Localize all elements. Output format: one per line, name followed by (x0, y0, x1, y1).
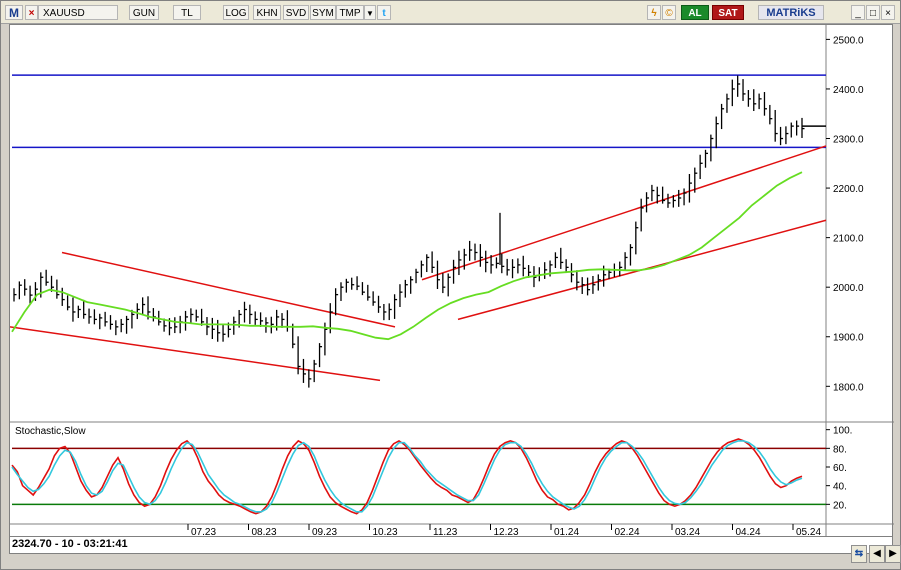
x-tick-label: 01.24 (554, 527, 579, 538)
stoch-d-line (11, 440, 803, 513)
svd-button[interactable]: SVD (283, 5, 309, 20)
x-tick-label: 04.24 (736, 527, 761, 538)
brand-logo: MATRiKS (758, 5, 824, 20)
y-tick-label: 1800.0 (833, 382, 864, 393)
coin-icon[interactable]: © (662, 5, 676, 20)
app-logo-icon[interactable]: M (5, 5, 23, 20)
moving-average-line (11, 171, 803, 341)
x-tick-label: 03.24 (675, 527, 700, 538)
stoch-k-line (11, 438, 803, 515)
template-button[interactable]: TMP (336, 5, 364, 20)
indicator-label: Stochastic,Slow (15, 426, 86, 437)
x-tick-label: 08.23 (252, 527, 277, 538)
stoch-tick-label: 40. (833, 482, 847, 493)
stoch-tick-label: 100. (833, 426, 852, 437)
cursor-readout: 2324.70 - 10 - 03:21:41 (12, 538, 128, 550)
toolbar: M × XAUUSD GUN TL LOG KHN SVD SYM TMP ▼ … (1, 1, 900, 24)
trend-channel-line (10, 326, 381, 382)
maximize-button[interactable]: □ (866, 5, 880, 20)
x-tick-label: 10.23 (373, 527, 398, 538)
y-tick-label: 1900.0 (833, 333, 864, 344)
scroll-left-icon[interactable]: ◀ (869, 545, 885, 563)
log-scale-button[interactable]: LOG (223, 5, 249, 20)
lightning-icon[interactable]: ϟ (647, 5, 661, 20)
x-tick-label: 05.24 (796, 527, 821, 538)
trend-channel-line (61, 251, 396, 328)
template-dropdown-icon[interactable]: ▼ (364, 5, 376, 20)
clear-symbol-button[interactable]: × (25, 5, 38, 20)
trend-channel-line (421, 145, 827, 281)
stoch-tick-label: 80. (833, 444, 847, 455)
stoch-tick-label: 60. (833, 463, 847, 474)
minimize-button[interactable]: _ (851, 5, 865, 20)
twitter-icon[interactable]: t (377, 5, 391, 20)
sym-button[interactable]: SYM (310, 5, 336, 20)
x-tick-label: 02.24 (615, 527, 640, 538)
x-tick-label: 09.23 (312, 527, 337, 538)
price-chart-svg[interactable]: 1800.0 1900.0 2000.0 2100.0 2200.0 2300.0 2400… (10, 25, 894, 538)
stoch-tick-label: 20. (833, 500, 847, 511)
close-window-button[interactable]: × (881, 5, 895, 20)
buy-button[interactable]: AL (681, 5, 709, 20)
y-tick-label: 2000.0 (833, 283, 864, 294)
y-tick-label: 2100.0 (833, 234, 864, 245)
y-tick-label: 2200.0 (833, 184, 864, 195)
x-tick-label: 07.23 (191, 527, 216, 538)
scroll-right-icon[interactable]: ▶ (885, 545, 901, 563)
y-tick-label: 2500.0 (833, 35, 864, 46)
currency-button[interactable]: TL (173, 5, 201, 20)
period-button[interactable]: GUN (129, 5, 159, 20)
sync-icon[interactable]: ⇆ (851, 545, 867, 563)
chart-area[interactable]: 1800.0 1900.0 2000.0 2100.0 2200.0 2300.0 2400… (9, 24, 894, 538)
symbol-input[interactable]: XAUUSD (38, 5, 118, 20)
khn-button[interactable]: KHN (253, 5, 281, 20)
y-tick-label: 2400.0 (833, 85, 864, 96)
sell-button[interactable]: SAT (712, 5, 744, 20)
y-tick-label: 2300.0 (833, 135, 864, 146)
x-tick-label: 12.23 (494, 527, 519, 538)
x-tick-label: 11.23 (433, 527, 458, 538)
status-bar: 2324.70 - 10 - 03:21:41 (9, 537, 893, 554)
